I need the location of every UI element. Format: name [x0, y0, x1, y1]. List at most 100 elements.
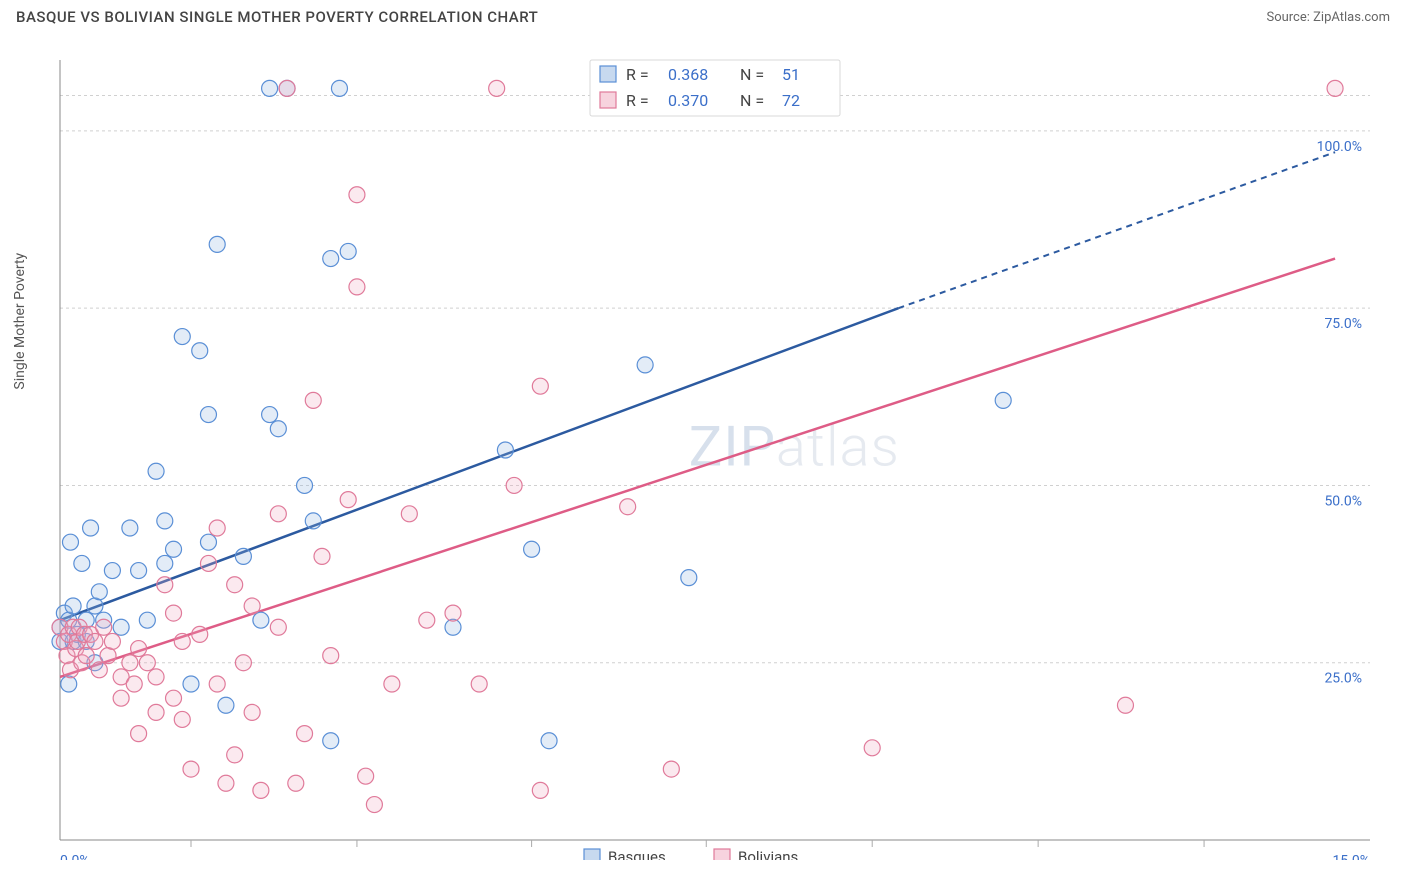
data-point — [532, 378, 548, 394]
data-point — [174, 329, 190, 345]
data-point — [87, 633, 103, 649]
data-point — [244, 704, 260, 720]
stats-text: N = — [740, 91, 764, 110]
data-point — [340, 243, 356, 259]
data-point — [209, 676, 225, 692]
data-point — [157, 577, 173, 593]
data-point — [91, 584, 107, 600]
data-point — [78, 648, 94, 664]
chart-container: Single Mother Poverty 0.0%15.0%25.0%50.0… — [30, 40, 1390, 860]
data-point — [87, 598, 103, 614]
data-point — [218, 697, 234, 713]
source-label: Source: ZipAtlas.com — [1266, 10, 1390, 25]
data-point — [209, 520, 225, 536]
data-point — [148, 669, 164, 685]
data-point — [262, 407, 278, 423]
data-point — [384, 676, 400, 692]
data-point — [270, 421, 286, 437]
data-point — [244, 598, 260, 614]
data-point — [91, 662, 107, 678]
data-point — [305, 513, 321, 529]
data-point — [65, 598, 81, 614]
data-point — [174, 633, 190, 649]
data-point — [253, 612, 269, 628]
x-tick-label: 0.0% — [60, 853, 90, 860]
legend-swatch — [600, 92, 616, 108]
data-point — [100, 648, 116, 664]
data-point — [681, 570, 697, 586]
data-point — [192, 343, 208, 359]
data-point — [113, 619, 129, 635]
x-tick-label: 15.0% — [1332, 853, 1370, 860]
data-point — [524, 541, 540, 557]
legend-label[interactable]: Basques — [608, 848, 666, 860]
data-point — [1117, 697, 1133, 713]
data-point — [471, 676, 487, 692]
data-point — [445, 605, 461, 621]
data-point — [262, 80, 278, 96]
legend-label[interactable]: Bolivians — [738, 848, 798, 860]
data-point — [227, 747, 243, 763]
legend-swatch — [600, 66, 616, 82]
data-point — [174, 711, 190, 727]
data-point — [366, 797, 382, 813]
data-point — [401, 506, 417, 522]
stats-text: 72 — [782, 91, 800, 110]
data-point — [532, 782, 548, 798]
data-point — [541, 733, 557, 749]
data-point — [235, 655, 251, 671]
data-point — [497, 442, 513, 458]
data-point — [489, 80, 505, 96]
data-point — [637, 357, 653, 373]
y-tick-label: 25.0% — [1324, 671, 1362, 687]
stats-text: 0.370 — [668, 91, 708, 110]
data-point — [323, 648, 339, 664]
data-point — [166, 541, 182, 557]
stats-text: N = — [740, 65, 764, 84]
data-point — [131, 641, 147, 657]
data-point — [218, 775, 234, 791]
data-point — [200, 534, 216, 550]
data-point — [279, 80, 295, 96]
data-point — [270, 506, 286, 522]
data-point — [183, 761, 199, 777]
data-point — [288, 775, 304, 791]
data-point — [131, 726, 147, 742]
data-point — [297, 726, 313, 742]
data-point — [131, 563, 147, 579]
data-point — [323, 733, 339, 749]
data-point — [183, 676, 199, 692]
y-axis-label: Single Mother Poverty — [12, 253, 28, 390]
data-point — [323, 251, 339, 267]
data-point — [663, 761, 679, 777]
data-point — [209, 236, 225, 252]
data-point — [126, 676, 142, 692]
data-point — [157, 555, 173, 571]
data-point — [235, 548, 251, 564]
scatter-chart: 0.0%15.0%25.0%50.0%75.0%100.0%ZIPatlasR … — [30, 40, 1390, 860]
data-point — [349, 187, 365, 203]
data-point — [122, 520, 138, 536]
data-point — [506, 477, 522, 493]
data-point — [358, 768, 374, 784]
data-point — [96, 619, 112, 635]
data-point — [139, 655, 155, 671]
legend-swatch[interactable] — [714, 849, 730, 860]
stats-text: 0.368 — [668, 65, 708, 84]
legend-swatch[interactable] — [584, 849, 600, 860]
data-point — [74, 555, 90, 571]
data-point — [620, 499, 636, 515]
data-point — [104, 633, 120, 649]
data-point — [192, 626, 208, 642]
data-point — [104, 563, 120, 579]
data-point — [148, 463, 164, 479]
chart-title: BASQUE VS BOLIVIAN SINGLE MOTHER POVERTY… — [16, 8, 538, 26]
data-point — [61, 676, 77, 692]
stats-text: R = — [626, 91, 649, 110]
data-point — [227, 577, 243, 593]
data-point — [340, 492, 356, 508]
data-point — [166, 605, 182, 621]
data-point — [419, 612, 435, 628]
data-point — [253, 782, 269, 798]
data-point — [62, 534, 78, 550]
